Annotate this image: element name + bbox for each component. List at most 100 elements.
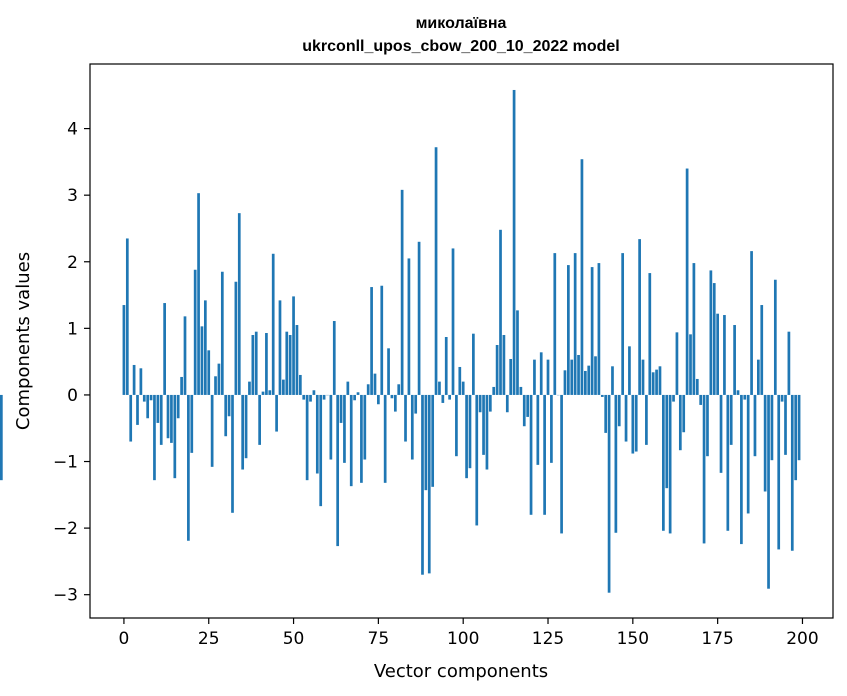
bar [302, 394, 306, 400]
bar [132, 364, 136, 395]
y-tick-label: 0 [67, 386, 78, 406]
bar [472, 333, 475, 395]
bar [611, 366, 614, 395]
bar [373, 373, 377, 395]
bar [298, 374, 302, 395]
bar [156, 394, 160, 423]
y-tick-label: 2 [67, 253, 78, 273]
bar [522, 394, 526, 427]
bar [675, 332, 679, 395]
bar [173, 394, 177, 479]
bar [760, 305, 764, 395]
bar [560, 394, 563, 534]
bar [448, 394, 451, 400]
bar [509, 358, 513, 395]
bar [265, 333, 268, 395]
bar [197, 193, 200, 395]
bar [271, 253, 275, 395]
bar [699, 394, 703, 405]
bar [743, 394, 747, 400]
bar [784, 394, 787, 455]
bar [750, 251, 753, 395]
bar [485, 394, 489, 470]
bar [285, 331, 289, 395]
bar [400, 189, 404, 395]
bar [332, 321, 336, 395]
bar [702, 394, 706, 544]
bar [353, 394, 356, 401]
bar [441, 394, 445, 403]
bar [203, 300, 207, 395]
bar [733, 325, 736, 395]
bar [533, 359, 536, 395]
bar [231, 394, 234, 513]
x-tick-label: 125 [532, 629, 564, 649]
bar [166, 394, 170, 439]
bar [777, 394, 781, 550]
bar [672, 394, 675, 402]
y-tick-label: −2 [53, 519, 78, 539]
bar [149, 394, 153, 401]
bar [220, 271, 224, 395]
bar [516, 310, 519, 395]
bar [614, 394, 618, 533]
bar [187, 394, 190, 541]
bar [410, 394, 414, 460]
bar [163, 303, 166, 395]
bar [193, 269, 197, 395]
bar [295, 325, 299, 395]
bar [594, 356, 597, 395]
bar [414, 394, 418, 414]
bar [488, 394, 492, 412]
bar [719, 394, 723, 473]
y-tick-label: 1 [67, 319, 78, 339]
bar [621, 253, 625, 395]
bar [451, 248, 455, 395]
bar [631, 394, 635, 454]
bar [258, 394, 261, 445]
bar [729, 394, 733, 445]
bar [502, 335, 506, 395]
bar [343, 394, 346, 463]
bar [723, 315, 726, 395]
bar [329, 394, 333, 460]
bar [292, 296, 295, 395]
bar [363, 394, 367, 460]
bar [214, 376, 217, 395]
bar [461, 381, 465, 395]
bar [421, 394, 424, 575]
bar [424, 394, 428, 491]
bar [753, 394, 757, 457]
bar [526, 394, 530, 417]
bar [638, 239, 641, 395]
bar [577, 354, 580, 395]
bar [159, 394, 163, 445]
bar [251, 335, 255, 395]
y-axis-label: Components values [13, 252, 34, 430]
bar [305, 394, 309, 481]
bar [0, 394, 3, 481]
bar [678, 394, 682, 451]
bar [248, 381, 251, 395]
bar [573, 253, 577, 395]
bar [349, 394, 353, 487]
bar [580, 159, 584, 395]
bar [322, 394, 326, 400]
bar [190, 394, 194, 453]
bar [458, 366, 462, 395]
bar [207, 350, 211, 395]
y-tick-label: 4 [67, 120, 78, 140]
bar [665, 394, 669, 489]
bar [417, 241, 421, 395]
bar [716, 313, 719, 395]
bar [407, 258, 411, 395]
bar [125, 238, 129, 395]
bar [617, 394, 621, 427]
bar [587, 365, 591, 395]
bar [668, 394, 672, 534]
bar [770, 394, 774, 461]
bar [553, 253, 557, 395]
bar [790, 394, 794, 551]
bar [628, 346, 631, 395]
bar [662, 394, 665, 531]
